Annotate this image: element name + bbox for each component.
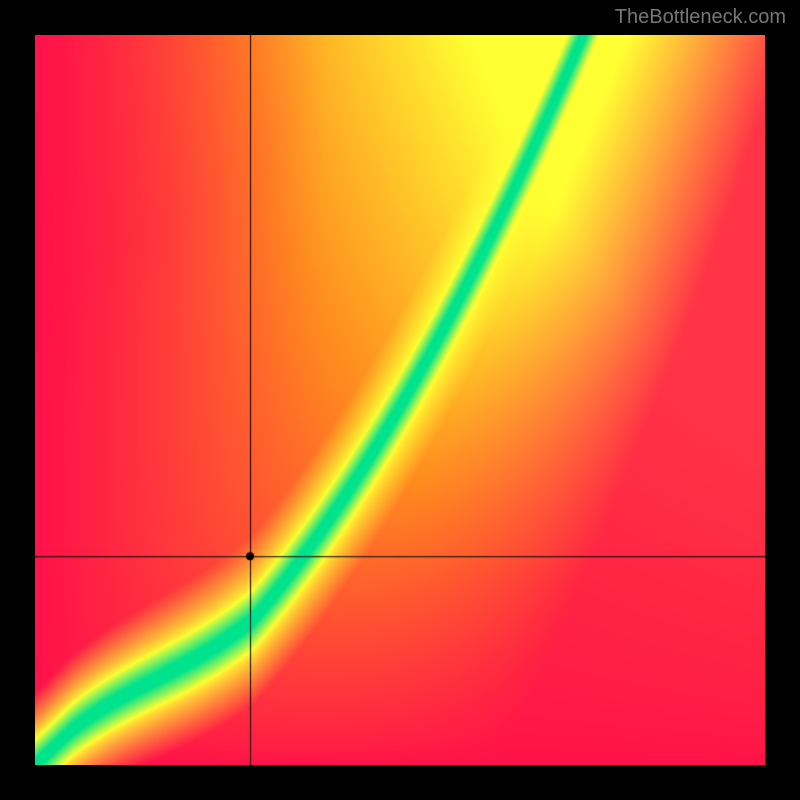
chart-frame: TheBottleneck.com (0, 0, 800, 800)
heatmap-plot (35, 35, 765, 765)
heatmap-canvas (35, 35, 765, 765)
watermark-text: TheBottleneck.com (615, 6, 786, 29)
